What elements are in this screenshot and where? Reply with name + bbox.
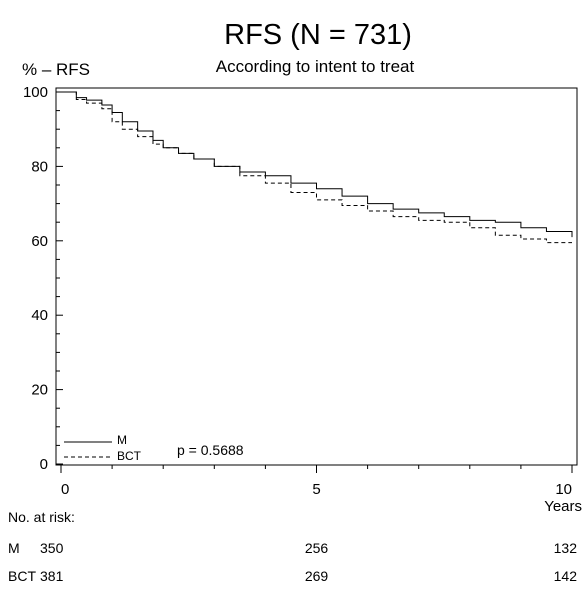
y-axis-ticks: 0 20 40 60 80 100 [23,84,63,473]
risk-count: 256 [305,540,329,556]
risk-table-header: No. at risk: [8,509,75,525]
legend-label-bct: BCT [117,449,142,463]
legend: M BCT [64,433,142,463]
y-tick-label: 60 [31,233,48,250]
risk-count: 350 [40,540,64,556]
x-tick-label: 10 [555,481,572,498]
series-layer [61,91,573,244]
x-tick-label: 0 [61,481,69,498]
p-value: p = 0.5688 [177,442,244,458]
risk-table: No. at risk: M 350 256 132 BCT 381 269 142 [8,509,577,584]
series-line-bct [61,91,572,244]
risk-count: 269 [305,568,329,584]
risk-row-label: BCT [8,568,36,584]
y-axis-label: % – RFS [22,60,90,79]
y-tick-label: 20 [31,382,48,399]
risk-row-label: M [8,540,20,556]
plot-border [55,87,578,466]
legend-label-m: M [117,433,127,447]
y-tick-label: 0 [40,456,48,473]
x-axis-ticks: 0 5 10 [60,465,573,498]
risk-count: 132 [554,540,578,556]
chart-title: RFS (N = 731) [224,19,412,51]
chart-subtitle: According to intent to treat [216,57,415,76]
y-tick-label: 80 [31,158,48,175]
risk-count: 142 [554,568,578,584]
risk-count: 381 [40,568,64,584]
x-tick-label: 5 [312,481,320,498]
x-axis-label: Years [544,498,582,515]
plot-frame [55,87,578,466]
y-tick-label: 40 [31,307,48,324]
y-tick-label: 100 [23,84,48,101]
series-line-m [61,91,573,238]
